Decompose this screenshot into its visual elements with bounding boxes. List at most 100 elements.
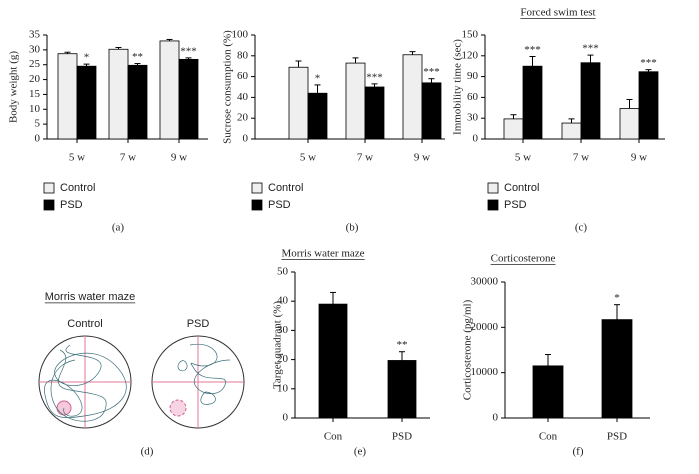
- y-tick-label: 120: [462, 49, 479, 61]
- bar: [580, 62, 601, 140]
- legend-label: PSD: [504, 199, 527, 211]
- x-tick-label: 5 w: [515, 152, 531, 164]
- x-tick-label: 5 w: [300, 152, 316, 164]
- y-tick-label: 10000: [471, 366, 499, 378]
- panel-title: Forced swim test: [520, 7, 595, 19]
- bar: [57, 53, 78, 140]
- y-tick-label: 150: [462, 29, 479, 41]
- bar: [364, 86, 385, 140]
- y-tick-label: 15: [29, 88, 41, 100]
- panel-title: Corticosterone: [491, 253, 556, 265]
- significance: ***: [180, 45, 197, 57]
- y-tick-label: 60: [467, 91, 479, 103]
- bar: [345, 62, 366, 140]
- y-tick-label: 30: [29, 43, 41, 55]
- x-tick-label: 9 w: [171, 152, 187, 164]
- panel-title: Morris water maze: [45, 291, 135, 303]
- significance: *: [614, 292, 620, 304]
- legend-label: Control: [504, 182, 539, 194]
- bar: [288, 66, 309, 140]
- y-tick-label: 20: [29, 73, 41, 85]
- legend-swatch: [487, 182, 499, 194]
- maze-panel: Morris water maze Control PSD (d): [38, 291, 245, 458]
- y-tick-label: 80: [237, 49, 249, 61]
- x-tick-label: 7 w: [120, 152, 136, 164]
- bar: [522, 65, 543, 140]
- y-tick-label: 0: [243, 133, 249, 145]
- y-axis-label: Immobility time (sec): [452, 39, 464, 135]
- y-tick-label: 10: [277, 382, 289, 394]
- y-tick-label: 0: [35, 133, 41, 145]
- y-tick-label: 90: [467, 70, 479, 82]
- y-tick-label: 25: [29, 58, 41, 70]
- x-tick-label: 7 w: [357, 152, 373, 164]
- bar: [561, 122, 582, 140]
- x-tick-label: 7 w: [573, 152, 589, 164]
- significance: ***: [640, 57, 657, 69]
- significance: **: [397, 339, 408, 351]
- y-tick-label: 35: [29, 29, 41, 41]
- bar: [108, 48, 129, 140]
- y-axis-label: Corticosterone (pg/ml): [462, 299, 474, 400]
- y-axis-label: Target quadrant (%): [272, 301, 284, 390]
- y-tick-label: 30000: [471, 276, 499, 288]
- bar: [76, 65, 97, 140]
- x-tick-label: PSD: [607, 431, 627, 443]
- bar: [601, 319, 633, 419]
- legend-label: PSD: [60, 199, 83, 211]
- significance: *: [315, 72, 321, 84]
- y-tick-label: 30: [277, 324, 289, 336]
- bar: [619, 108, 640, 140]
- x-tick-label: Con: [324, 431, 343, 443]
- y-tick-label: 50: [277, 266, 289, 278]
- caption: (e): [354, 446, 367, 458]
- bar: [318, 303, 348, 419]
- bar: [532, 365, 564, 419]
- caption: (b): [346, 222, 359, 234]
- maze-label: PSD: [187, 318, 210, 330]
- bar: [402, 54, 423, 140]
- caption: (a): [112, 222, 125, 234]
- y-tick-label: 40: [237, 91, 249, 103]
- y-axis-label: Sucrose consumption (%): [222, 30, 234, 144]
- legend-swatch: [43, 199, 55, 211]
- legend-swatch: [43, 182, 55, 194]
- significance: **: [132, 51, 143, 63]
- legend-swatch: [251, 199, 263, 211]
- caption: (d): [141, 446, 154, 458]
- bar: [127, 64, 148, 140]
- x-tick-label: 9 w: [414, 152, 430, 164]
- y-tick-label: 0: [283, 412, 289, 424]
- y-tick-label: 100: [232, 29, 249, 41]
- y-tick-label: 0: [473, 133, 479, 145]
- significance: ***: [524, 44, 541, 56]
- y-tick-label: 5: [35, 118, 41, 130]
- y-tick-label: 20: [277, 353, 289, 365]
- y-tick-label: 10: [29, 103, 41, 115]
- bar: [503, 118, 524, 140]
- y-tick-label: 40: [277, 295, 289, 307]
- y-axis-label: Body weight (g): [8, 51, 20, 123]
- y-tick-label: 20: [237, 112, 249, 124]
- y-tick-label: 0: [493, 412, 499, 424]
- x-tick-label: PSD: [392, 431, 412, 443]
- bar: [178, 58, 199, 140]
- legend-swatch: [487, 199, 499, 211]
- bar: [387, 360, 417, 419]
- significance: ***: [582, 43, 599, 55]
- caption: (f): [573, 446, 584, 458]
- bar: [638, 71, 659, 140]
- significance: ***: [366, 71, 383, 83]
- y-tick-label: 20000: [471, 321, 499, 333]
- y-tick-label: 60: [237, 70, 249, 82]
- swim-path: [177, 343, 231, 405]
- y-tick-label: 30: [467, 112, 479, 124]
- legend-label: Control: [60, 182, 95, 194]
- bar: [421, 82, 442, 140]
- significance: ***: [423, 66, 440, 78]
- legend-label: Control: [268, 182, 303, 194]
- x-tick-label: 5 w: [69, 152, 85, 164]
- significance: *: [84, 52, 90, 64]
